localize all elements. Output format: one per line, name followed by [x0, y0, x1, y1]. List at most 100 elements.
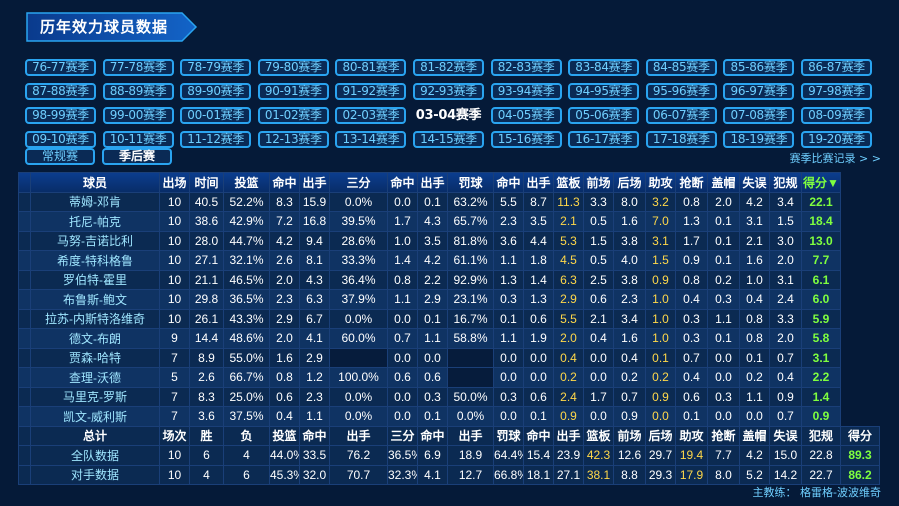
totals-column-header: 出手 [553, 425, 584, 446]
season-button[interactable]: 02-03赛季 [335, 107, 407, 124]
season-button[interactable]: 87-88赛季 [25, 83, 96, 100]
season-button[interactable]: 16-17赛季 [568, 131, 640, 148]
season-button[interactable]: 19-20赛季 [801, 131, 872, 148]
season-button[interactable]: 12-13赛季 [257, 131, 329, 148]
season-button[interactable]: 96-97赛季 [723, 83, 795, 100]
column-header[interactable]: 命中 [493, 172, 524, 193]
season-button[interactable]: 94-95赛季 [568, 83, 640, 100]
totals-column-header: 助攻 [675, 425, 708, 446]
column-header[interactable]: 篮板 [553, 172, 584, 193]
column-header[interactable]: 出手 [417, 172, 448, 193]
column-header[interactable]: 三分 [329, 172, 388, 193]
season-button[interactable]: 83-84赛季 [568, 59, 640, 76]
season-button[interactable]: 98-99赛季 [25, 107, 96, 124]
season-button[interactable]: 03-04赛季 [415, 108, 482, 123]
stat-cell: 0.0 [707, 406, 740, 427]
column-header[interactable]: 犯规 [769, 172, 802, 193]
season-button[interactable]: 10-11赛季 [102, 131, 174, 148]
season-button[interactable]: 09-10赛季 [25, 131, 96, 148]
season-button[interactable]: 90-91赛季 [257, 83, 329, 100]
season-button[interactable]: 82-83赛季 [490, 59, 562, 76]
sort-points-header[interactable]: 得分▼ [801, 172, 841, 193]
season-button[interactable]: 06-07赛季 [645, 107, 717, 124]
column-header[interactable]: 命中 [269, 172, 300, 193]
stat-cell: 0.9 [675, 250, 708, 271]
season-button[interactable]: 76-77赛季 [25, 59, 96, 76]
season-button[interactable]: 92-93赛季 [413, 83, 484, 100]
season-button[interactable]: 77-78赛季 [102, 59, 174, 76]
row-marker [18, 425, 31, 446]
stat-cell: 2.6 [189, 367, 224, 388]
player-name-link[interactable]: 蒂姆-邓肯 [30, 191, 160, 212]
column-header[interactable]: 助攻 [645, 172, 676, 193]
season-button[interactable]: 85-86赛季 [723, 59, 795, 76]
season-button[interactable]: 99-00赛季 [102, 107, 174, 124]
regular-season-tab[interactable]: 常规赛 [25, 148, 95, 165]
season-button[interactable]: 15-16赛季 [490, 131, 562, 148]
season-button[interactable]: 81-82赛季 [413, 59, 484, 76]
player-name-link[interactable]: 布鲁斯-鲍文 [30, 289, 160, 310]
season-button[interactable]: 11-12赛季 [180, 131, 252, 148]
stat-cell: 17.9 [675, 464, 708, 485]
column-header[interactable]: 命中 [387, 172, 418, 193]
season-button[interactable]: 89-90赛季 [180, 83, 252, 100]
column-header[interactable]: 前场 [583, 172, 614, 193]
stat-cell: 8.3 [269, 191, 300, 212]
column-header[interactable]: 出场 [159, 172, 190, 193]
column-header[interactable]: 后场 [613, 172, 646, 193]
season-button[interactable]: 13-14赛季 [335, 131, 407, 148]
column-header[interactable]: 出手 [299, 172, 330, 193]
stat-cell: 48.6% [223, 328, 270, 349]
column-header[interactable]: 罚球 [447, 172, 494, 193]
stat-cell: 0.0 [523, 347, 554, 368]
totals-column-header: 出手 [329, 425, 388, 446]
season-button[interactable]: 08-09赛季 [801, 107, 872, 124]
season-button[interactable]: 07-08赛季 [723, 107, 795, 124]
season-button[interactable]: 04-05赛季 [490, 107, 562, 124]
season-button[interactable]: 14-15赛季 [413, 131, 484, 148]
player-name-link[interactable]: 马里克-罗斯 [30, 386, 160, 407]
season-button[interactable]: 84-85赛季 [645, 59, 717, 76]
season-button[interactable]: 80-81赛季 [335, 59, 407, 76]
stat-cell: 1.1 [707, 308, 740, 329]
season-button[interactable]: 88-89赛季 [102, 83, 174, 100]
row-marker [18, 367, 31, 388]
season-button[interactable]: 00-01赛季 [180, 107, 252, 124]
player-name-link[interactable]: 拉苏-内斯特洛维奇 [30, 308, 160, 329]
player-name-link[interactable]: 贾森-哈特 [30, 347, 160, 368]
player-name-link[interactable]: 罗伯特-霍里 [30, 269, 160, 290]
season-button[interactable]: 79-80赛季 [257, 59, 329, 76]
player-name-link[interactable]: 马努-吉诺比利 [30, 230, 160, 251]
column-header[interactable]: 出手 [523, 172, 554, 193]
season-button[interactable]: 91-92赛季 [335, 83, 407, 100]
playoff-tab[interactable]: 季后赛 [102, 148, 172, 165]
season-game-record-link[interactable]: 赛季比赛记录 > > [789, 152, 881, 165]
player-name-link[interactable]: 托尼-帕克 [30, 211, 160, 232]
season-button[interactable]: 97-98赛季 [801, 83, 872, 100]
player-name-link[interactable]: 德文-布朗 [30, 328, 160, 349]
stat-cell: 0.0 [387, 406, 418, 427]
column-header[interactable]: 时间 [189, 172, 224, 193]
stat-cell: 2.2 [417, 269, 448, 290]
stat-cell: 27.1 [189, 250, 224, 271]
player-name-link[interactable]: 查理-沃德 [30, 367, 160, 388]
season-button[interactable]: 93-94赛季 [490, 83, 562, 100]
stat-cell: 7.2 [269, 211, 300, 232]
stat-cell: 33.5 [299, 445, 330, 466]
season-button[interactable]: 17-18赛季 [645, 131, 717, 148]
player-name-link[interactable]: 希度-特科格鲁 [30, 250, 160, 271]
totals-header-row: 总计 场次胜负投篮 命中 出手 三分 命中 出手 罚球 命中 出手 篮板 前场 后场 助攻 抢断 盖帽 失误 犯规… [18, 425, 880, 446]
stat-cell: 1.4 [387, 250, 418, 271]
column-header[interactable]: 投篮 [223, 172, 270, 193]
season-button[interactable]: 78-79赛季 [180, 59, 252, 76]
row-marker [18, 269, 31, 290]
season-button[interactable]: 95-96赛季 [645, 83, 717, 100]
season-button[interactable]: 05-06赛季 [568, 107, 640, 124]
column-header[interactable]: 失误 [739, 172, 770, 193]
season-button[interactable]: 18-19赛季 [723, 131, 795, 148]
player-name-link[interactable]: 凯文-威利斯 [30, 406, 160, 427]
season-button[interactable]: 01-02赛季 [257, 107, 329, 124]
season-button[interactable]: 86-87赛季 [801, 59, 872, 76]
column-header[interactable]: 盖帽 [707, 172, 740, 193]
column-header[interactable]: 抢断 [675, 172, 708, 193]
